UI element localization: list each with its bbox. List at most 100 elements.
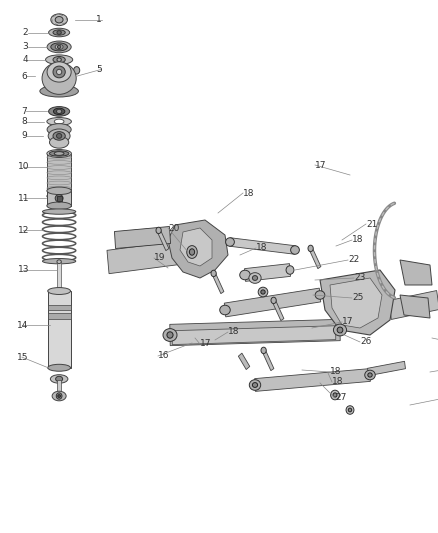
Ellipse shape — [47, 202, 71, 209]
Ellipse shape — [50, 375, 68, 383]
Bar — [47, 154, 71, 196]
Ellipse shape — [291, 246, 300, 254]
Text: 3: 3 — [23, 43, 28, 51]
Ellipse shape — [57, 45, 61, 49]
Ellipse shape — [57, 134, 62, 139]
Ellipse shape — [49, 107, 70, 116]
Polygon shape — [238, 353, 250, 369]
Polygon shape — [172, 326, 336, 345]
Polygon shape — [168, 220, 228, 278]
Ellipse shape — [346, 406, 354, 414]
Ellipse shape — [52, 391, 66, 401]
Ellipse shape — [47, 124, 71, 135]
Ellipse shape — [51, 14, 67, 26]
Text: 23: 23 — [354, 273, 365, 282]
Bar — [57, 380, 61, 396]
Ellipse shape — [58, 394, 60, 398]
Ellipse shape — [48, 365, 71, 371]
Polygon shape — [330, 278, 382, 328]
Ellipse shape — [47, 118, 71, 126]
Ellipse shape — [53, 30, 65, 35]
Ellipse shape — [42, 62, 76, 94]
Ellipse shape — [47, 62, 71, 82]
Ellipse shape — [249, 379, 261, 390]
Ellipse shape — [47, 193, 71, 199]
Ellipse shape — [308, 245, 313, 252]
Ellipse shape — [49, 151, 69, 156]
Ellipse shape — [42, 209, 76, 214]
Ellipse shape — [55, 44, 63, 50]
Polygon shape — [180, 228, 212, 266]
Text: 6: 6 — [21, 72, 27, 80]
Text: 19: 19 — [154, 254, 166, 262]
Text: 17: 17 — [315, 160, 326, 169]
Text: 15: 15 — [17, 353, 28, 361]
Ellipse shape — [54, 119, 64, 124]
Ellipse shape — [167, 332, 173, 338]
Text: 14: 14 — [17, 321, 28, 329]
Ellipse shape — [46, 55, 73, 64]
Text: 17: 17 — [342, 318, 353, 327]
Polygon shape — [114, 227, 170, 248]
Polygon shape — [254, 369, 371, 391]
Polygon shape — [212, 272, 224, 294]
Bar — [48, 291, 71, 368]
Text: 26: 26 — [360, 337, 371, 346]
Polygon shape — [309, 247, 321, 269]
Ellipse shape — [53, 56, 65, 63]
Ellipse shape — [42, 259, 76, 264]
Ellipse shape — [226, 238, 234, 246]
Ellipse shape — [48, 288, 71, 294]
Polygon shape — [244, 264, 290, 281]
Ellipse shape — [156, 227, 161, 233]
Ellipse shape — [211, 270, 216, 277]
Text: 18: 18 — [256, 244, 268, 253]
Text: 8: 8 — [21, 117, 27, 126]
Polygon shape — [157, 229, 169, 251]
Ellipse shape — [57, 69, 62, 75]
Bar — [48, 305, 71, 310]
Ellipse shape — [252, 383, 258, 387]
Ellipse shape — [56, 393, 62, 399]
Text: 4: 4 — [23, 55, 28, 64]
Text: 18: 18 — [243, 189, 254, 198]
Text: 18: 18 — [352, 236, 364, 245]
Ellipse shape — [49, 28, 70, 37]
Text: 20: 20 — [168, 223, 180, 232]
Ellipse shape — [47, 149, 71, 158]
Ellipse shape — [57, 31, 61, 35]
Text: 2: 2 — [23, 28, 28, 37]
Ellipse shape — [240, 270, 250, 280]
Text: 5: 5 — [96, 65, 102, 74]
Polygon shape — [224, 288, 321, 317]
Ellipse shape — [337, 327, 343, 333]
Polygon shape — [367, 361, 406, 376]
Bar — [47, 191, 71, 206]
Polygon shape — [107, 240, 186, 273]
Polygon shape — [400, 295, 430, 318]
Ellipse shape — [315, 290, 325, 299]
Ellipse shape — [365, 370, 375, 380]
Text: 27: 27 — [335, 393, 346, 402]
Ellipse shape — [56, 376, 63, 382]
Ellipse shape — [348, 408, 352, 412]
Ellipse shape — [286, 266, 294, 274]
Ellipse shape — [55, 17, 63, 23]
Ellipse shape — [368, 373, 372, 377]
Ellipse shape — [48, 129, 70, 143]
Bar — [57, 262, 61, 291]
Circle shape — [189, 249, 194, 255]
Polygon shape — [389, 290, 438, 319]
Polygon shape — [262, 349, 274, 370]
Ellipse shape — [55, 195, 63, 202]
Text: 10: 10 — [18, 163, 29, 171]
Text: 13: 13 — [18, 265, 29, 274]
Ellipse shape — [249, 273, 261, 284]
Ellipse shape — [333, 393, 337, 397]
Text: 1: 1 — [96, 15, 102, 24]
Ellipse shape — [57, 260, 61, 263]
Ellipse shape — [57, 109, 62, 114]
Text: 11: 11 — [18, 194, 29, 203]
Circle shape — [187, 246, 197, 259]
Ellipse shape — [57, 58, 61, 61]
